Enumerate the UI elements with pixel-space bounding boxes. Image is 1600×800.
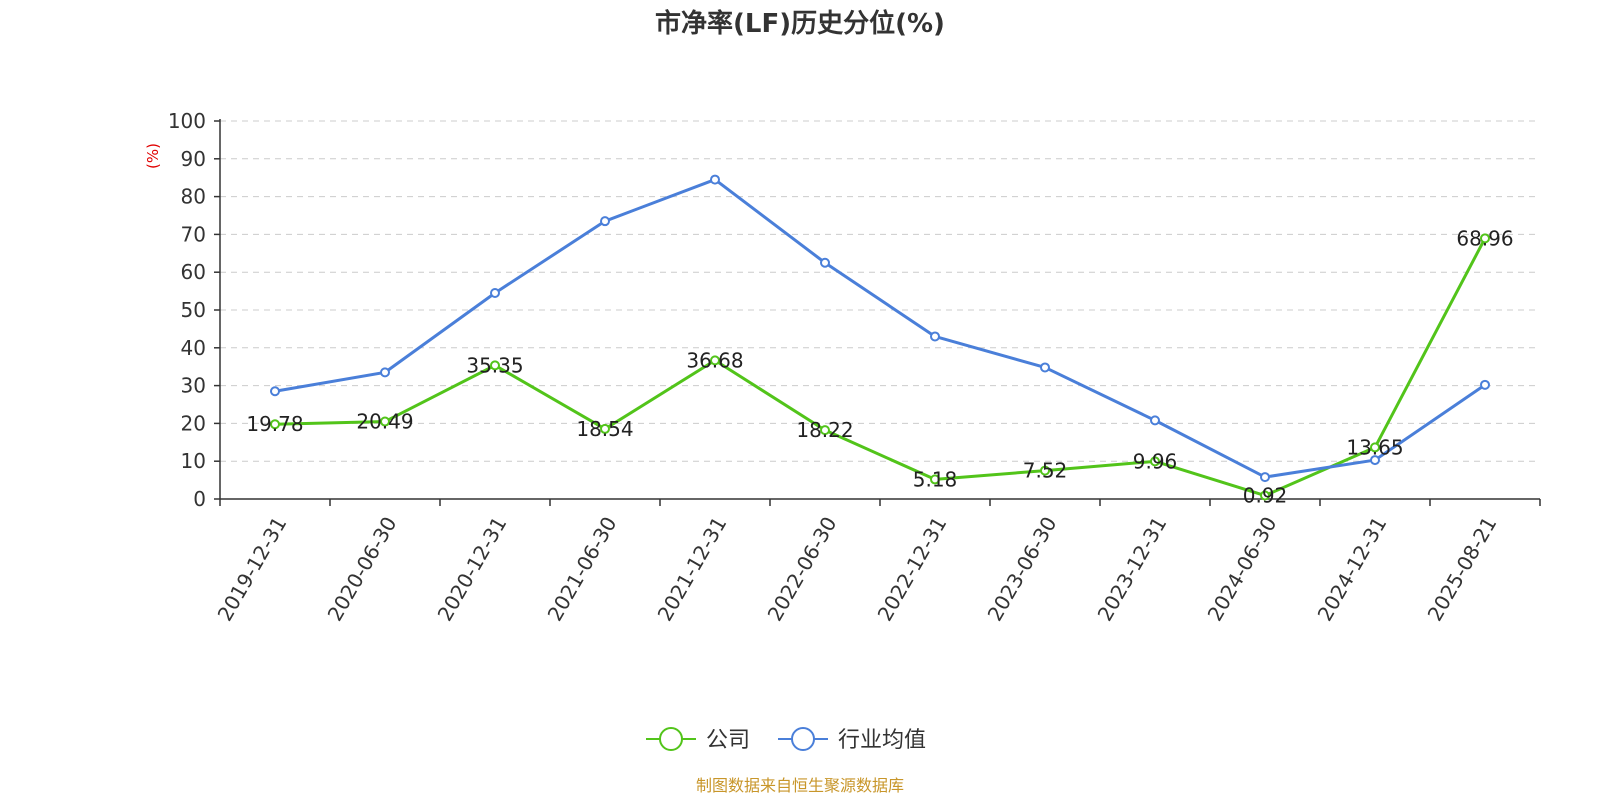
source-note: 制图数据来自恒生聚源数据库 bbox=[696, 776, 904, 795]
y-tick-label: 80 bbox=[181, 185, 206, 209]
data-point bbox=[710, 355, 720, 366]
data-label: 13.65 bbox=[1346, 435, 1403, 459]
y-tick-label: 50 bbox=[181, 298, 206, 322]
y-tick-label: 100 bbox=[168, 109, 206, 133]
x-tick-label: 2024-06-30 bbox=[1203, 513, 1282, 626]
data-point bbox=[1480, 233, 1490, 244]
x-tick-label: 2025-08-21 bbox=[1423, 513, 1502, 626]
y-tick-label: 70 bbox=[181, 222, 206, 246]
x-tick-label: 2021-12-31 bbox=[653, 513, 732, 626]
data-point bbox=[1150, 456, 1160, 467]
data-point bbox=[380, 367, 390, 378]
data-point bbox=[930, 331, 940, 342]
legend-label: 行业均值 bbox=[838, 728, 926, 753]
data-point bbox=[270, 419, 280, 430]
x-tick-label: 2024-12-31 bbox=[1313, 513, 1392, 626]
axes bbox=[214, 119, 1541, 506]
data-point bbox=[1260, 490, 1270, 501]
x-tick-label: 2022-06-30 bbox=[763, 513, 842, 626]
y-tick-label: 30 bbox=[181, 374, 206, 398]
data-point bbox=[710, 174, 720, 185]
y-tick-label: 90 bbox=[181, 147, 206, 171]
legend-item-industry-average[interactable]: 行业均值 bbox=[778, 727, 926, 753]
grid-lines bbox=[220, 120, 1540, 462]
legend-label: 公司 bbox=[706, 728, 750, 753]
data-point bbox=[270, 386, 280, 397]
data-point bbox=[1370, 442, 1380, 453]
x-tick-label: 2020-06-30 bbox=[323, 513, 402, 626]
y-axis-unit-label: (%) bbox=[144, 143, 162, 169]
series-lines bbox=[274, 178, 1487, 498]
data-point bbox=[490, 287, 500, 298]
data-label: 9.96 bbox=[1133, 449, 1178, 473]
data-point bbox=[930, 474, 940, 485]
data-point bbox=[1370, 455, 1380, 466]
y-tick-label: 40 bbox=[181, 336, 206, 360]
data-point bbox=[1150, 415, 1160, 426]
legend[interactable]: 公司 行业均值 bbox=[646, 727, 926, 753]
data-label: 18.54 bbox=[576, 417, 633, 441]
legend-circle-icon bbox=[791, 727, 815, 751]
series-line-industry-average bbox=[274, 178, 1486, 479]
series-line-company bbox=[274, 237, 1487, 498]
series-points bbox=[270, 174, 1490, 501]
data-labels: 19.78 20.49 35.35 18.54 36.68 18.22 5.18 7.52 9.… bbox=[246, 226, 1513, 507]
chart-title: 市净率(LF)历史分位(%) bbox=[655, 8, 945, 39]
data-label: 36.68 bbox=[686, 348, 743, 372]
x-tick-label: 2022-12-31 bbox=[873, 513, 952, 626]
y-tick-label: 20 bbox=[181, 411, 206, 435]
data-label: 5.18 bbox=[913, 467, 958, 491]
data-label: 35.35 bbox=[466, 353, 523, 377]
data-point bbox=[1040, 465, 1050, 476]
data-label: 0.92 bbox=[1243, 484, 1288, 508]
x-tick-label: 2021-06-30 bbox=[543, 513, 622, 626]
data-point bbox=[380, 416, 390, 427]
data-label: 20.49 bbox=[356, 410, 413, 434]
y-tick-label: 0 bbox=[193, 487, 206, 511]
data-point bbox=[600, 423, 610, 434]
x-tick-label: 2023-12-31 bbox=[1093, 513, 1172, 626]
data-point bbox=[600, 216, 610, 227]
data-label: 68.96 bbox=[1456, 226, 1513, 250]
data-point bbox=[1260, 472, 1270, 483]
data-point bbox=[820, 425, 830, 436]
legend-circle-icon bbox=[659, 727, 683, 751]
x-tick-label: 2019-12-31 bbox=[213, 513, 292, 626]
x-tick-label: 2020-12-31 bbox=[433, 513, 512, 626]
data-label: 18.22 bbox=[796, 418, 853, 442]
y-tick-labels: 0 10 20 30 40 50 60 70 80 90 100 bbox=[168, 109, 206, 511]
legend-item-company[interactable]: 公司 bbox=[646, 727, 750, 753]
data-label: 19.78 bbox=[246, 412, 303, 436]
y-tick-label: 60 bbox=[181, 260, 206, 284]
data-point bbox=[1040, 362, 1050, 373]
y-tick-label: 10 bbox=[181, 449, 206, 473]
data-label: 7.52 bbox=[1023, 459, 1068, 483]
x-tick-label: 2023-06-30 bbox=[983, 513, 1062, 626]
data-point bbox=[820, 257, 830, 268]
data-point bbox=[490, 360, 500, 371]
data-point bbox=[1480, 379, 1490, 390]
x-tick-labels: 2019-12-31 2020-06-30 2020-12-31 2021-06-30… bbox=[213, 513, 1502, 626]
